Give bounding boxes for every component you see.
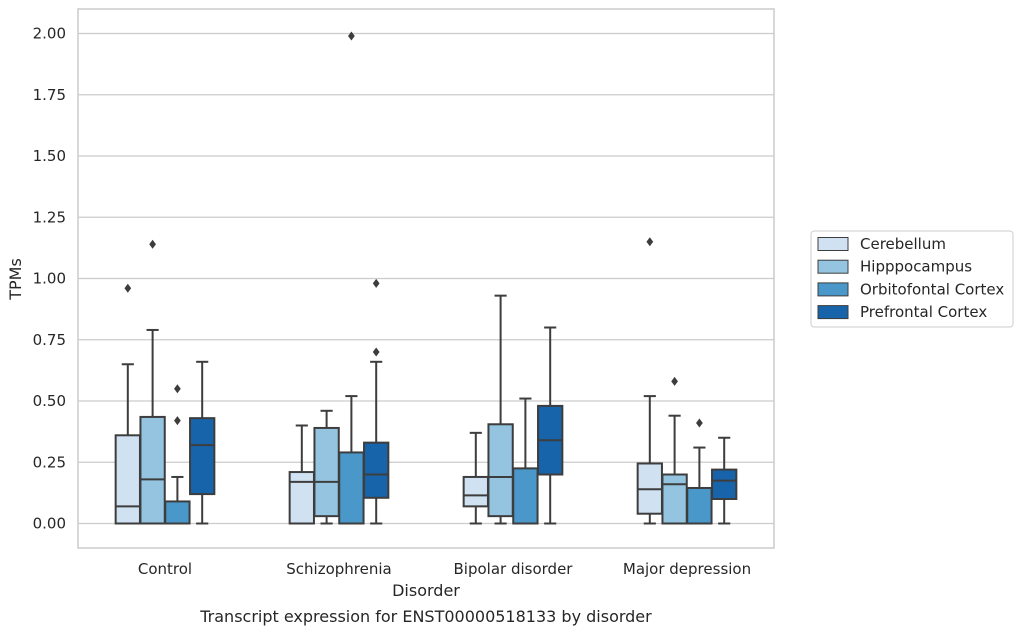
legend-label: Cerebellum (860, 235, 946, 253)
y-tick-label: 0.00 (33, 515, 66, 533)
box-group (711, 436, 738, 525)
legend-label: Orbitofontal Cortex (860, 280, 1004, 298)
y-tick-label: 0.25 (33, 453, 66, 471)
legend-label: Prefrontal Cortex (860, 303, 987, 321)
grid-lines (78, 32, 774, 525)
legend-label: Hipppocampus (860, 258, 972, 276)
box-group (537, 326, 564, 525)
outlier-point (174, 384, 181, 394)
legend-items: Cerebellum Hipppocampus Orbitofontal Corte… (817, 235, 1004, 321)
y-tick-label: 1.75 (33, 86, 66, 104)
y-axis-ticks: 0.00 0.25 0.50 0.75 1.00 1.25 1.50 1.75 2.00 (33, 25, 66, 533)
box (139, 415, 166, 525)
outlier-point (696, 418, 703, 428)
outlier-point (348, 31, 355, 41)
box-group (189, 360, 216, 525)
box-group (636, 237, 663, 525)
box-group (288, 424, 315, 525)
box (313, 426, 340, 518)
y-tick-label: 0.50 (33, 392, 66, 410)
box-group (114, 283, 141, 525)
box-group (686, 418, 713, 525)
outlier-point (372, 347, 380, 357)
box (512, 467, 539, 525)
box (661, 473, 688, 525)
box (114, 434, 141, 525)
y-axis-label: TPMs (6, 258, 25, 301)
box-group (512, 397, 539, 525)
y-tick-label: 1.50 (33, 147, 66, 165)
outlier-point (149, 239, 156, 249)
x-axis-ticks: Control Schizophrenia Bipolar disorder Majo… (138, 560, 751, 578)
chart-caption: Transcript expression for ENST0000051813… (199, 607, 652, 626)
y-tick-label: 2.00 (33, 25, 66, 43)
box (338, 451, 365, 525)
box (686, 486, 713, 525)
legend-swatch (817, 305, 849, 320)
box-group (363, 278, 390, 525)
y-tick-label: 1.25 (33, 208, 66, 226)
box (462, 475, 489, 508)
box-group (313, 409, 340, 525)
outlier-point (174, 416, 181, 426)
legend: Cerebellum Hipppocampus Orbitofontal Corte… (810, 230, 1014, 328)
x-tick-label: Bipolar disorder (454, 560, 574, 578)
y-tick-label: 1.00 (33, 270, 66, 288)
box-group (139, 239, 166, 525)
x-tick-label: Control (138, 560, 192, 578)
box-group (661, 376, 688, 525)
x-tick-label: Major depression (623, 560, 751, 578)
box (711, 468, 738, 501)
boxes (114, 31, 738, 525)
x-axis-label: Disorder (392, 581, 460, 600)
legend-swatch (817, 282, 849, 297)
box (288, 471, 315, 525)
legend-frame (810, 230, 1014, 328)
outlier-point (124, 283, 132, 293)
box (164, 500, 191, 525)
outlier-point (646, 237, 654, 247)
box-group (462, 431, 489, 525)
box (487, 423, 514, 518)
plot-area-frame (77, 8, 775, 549)
outlier-point (671, 376, 678, 386)
box (363, 441, 390, 499)
outlier-point (372, 278, 380, 288)
box-group (338, 31, 365, 525)
box (189, 417, 216, 496)
box-group (487, 294, 514, 525)
legend-swatch (817, 259, 849, 274)
y-tick-label: 0.75 (33, 331, 66, 349)
box-group (164, 384, 191, 525)
x-tick-label: Schizophrenia (286, 560, 391, 578)
legend-swatch (817, 237, 849, 251)
